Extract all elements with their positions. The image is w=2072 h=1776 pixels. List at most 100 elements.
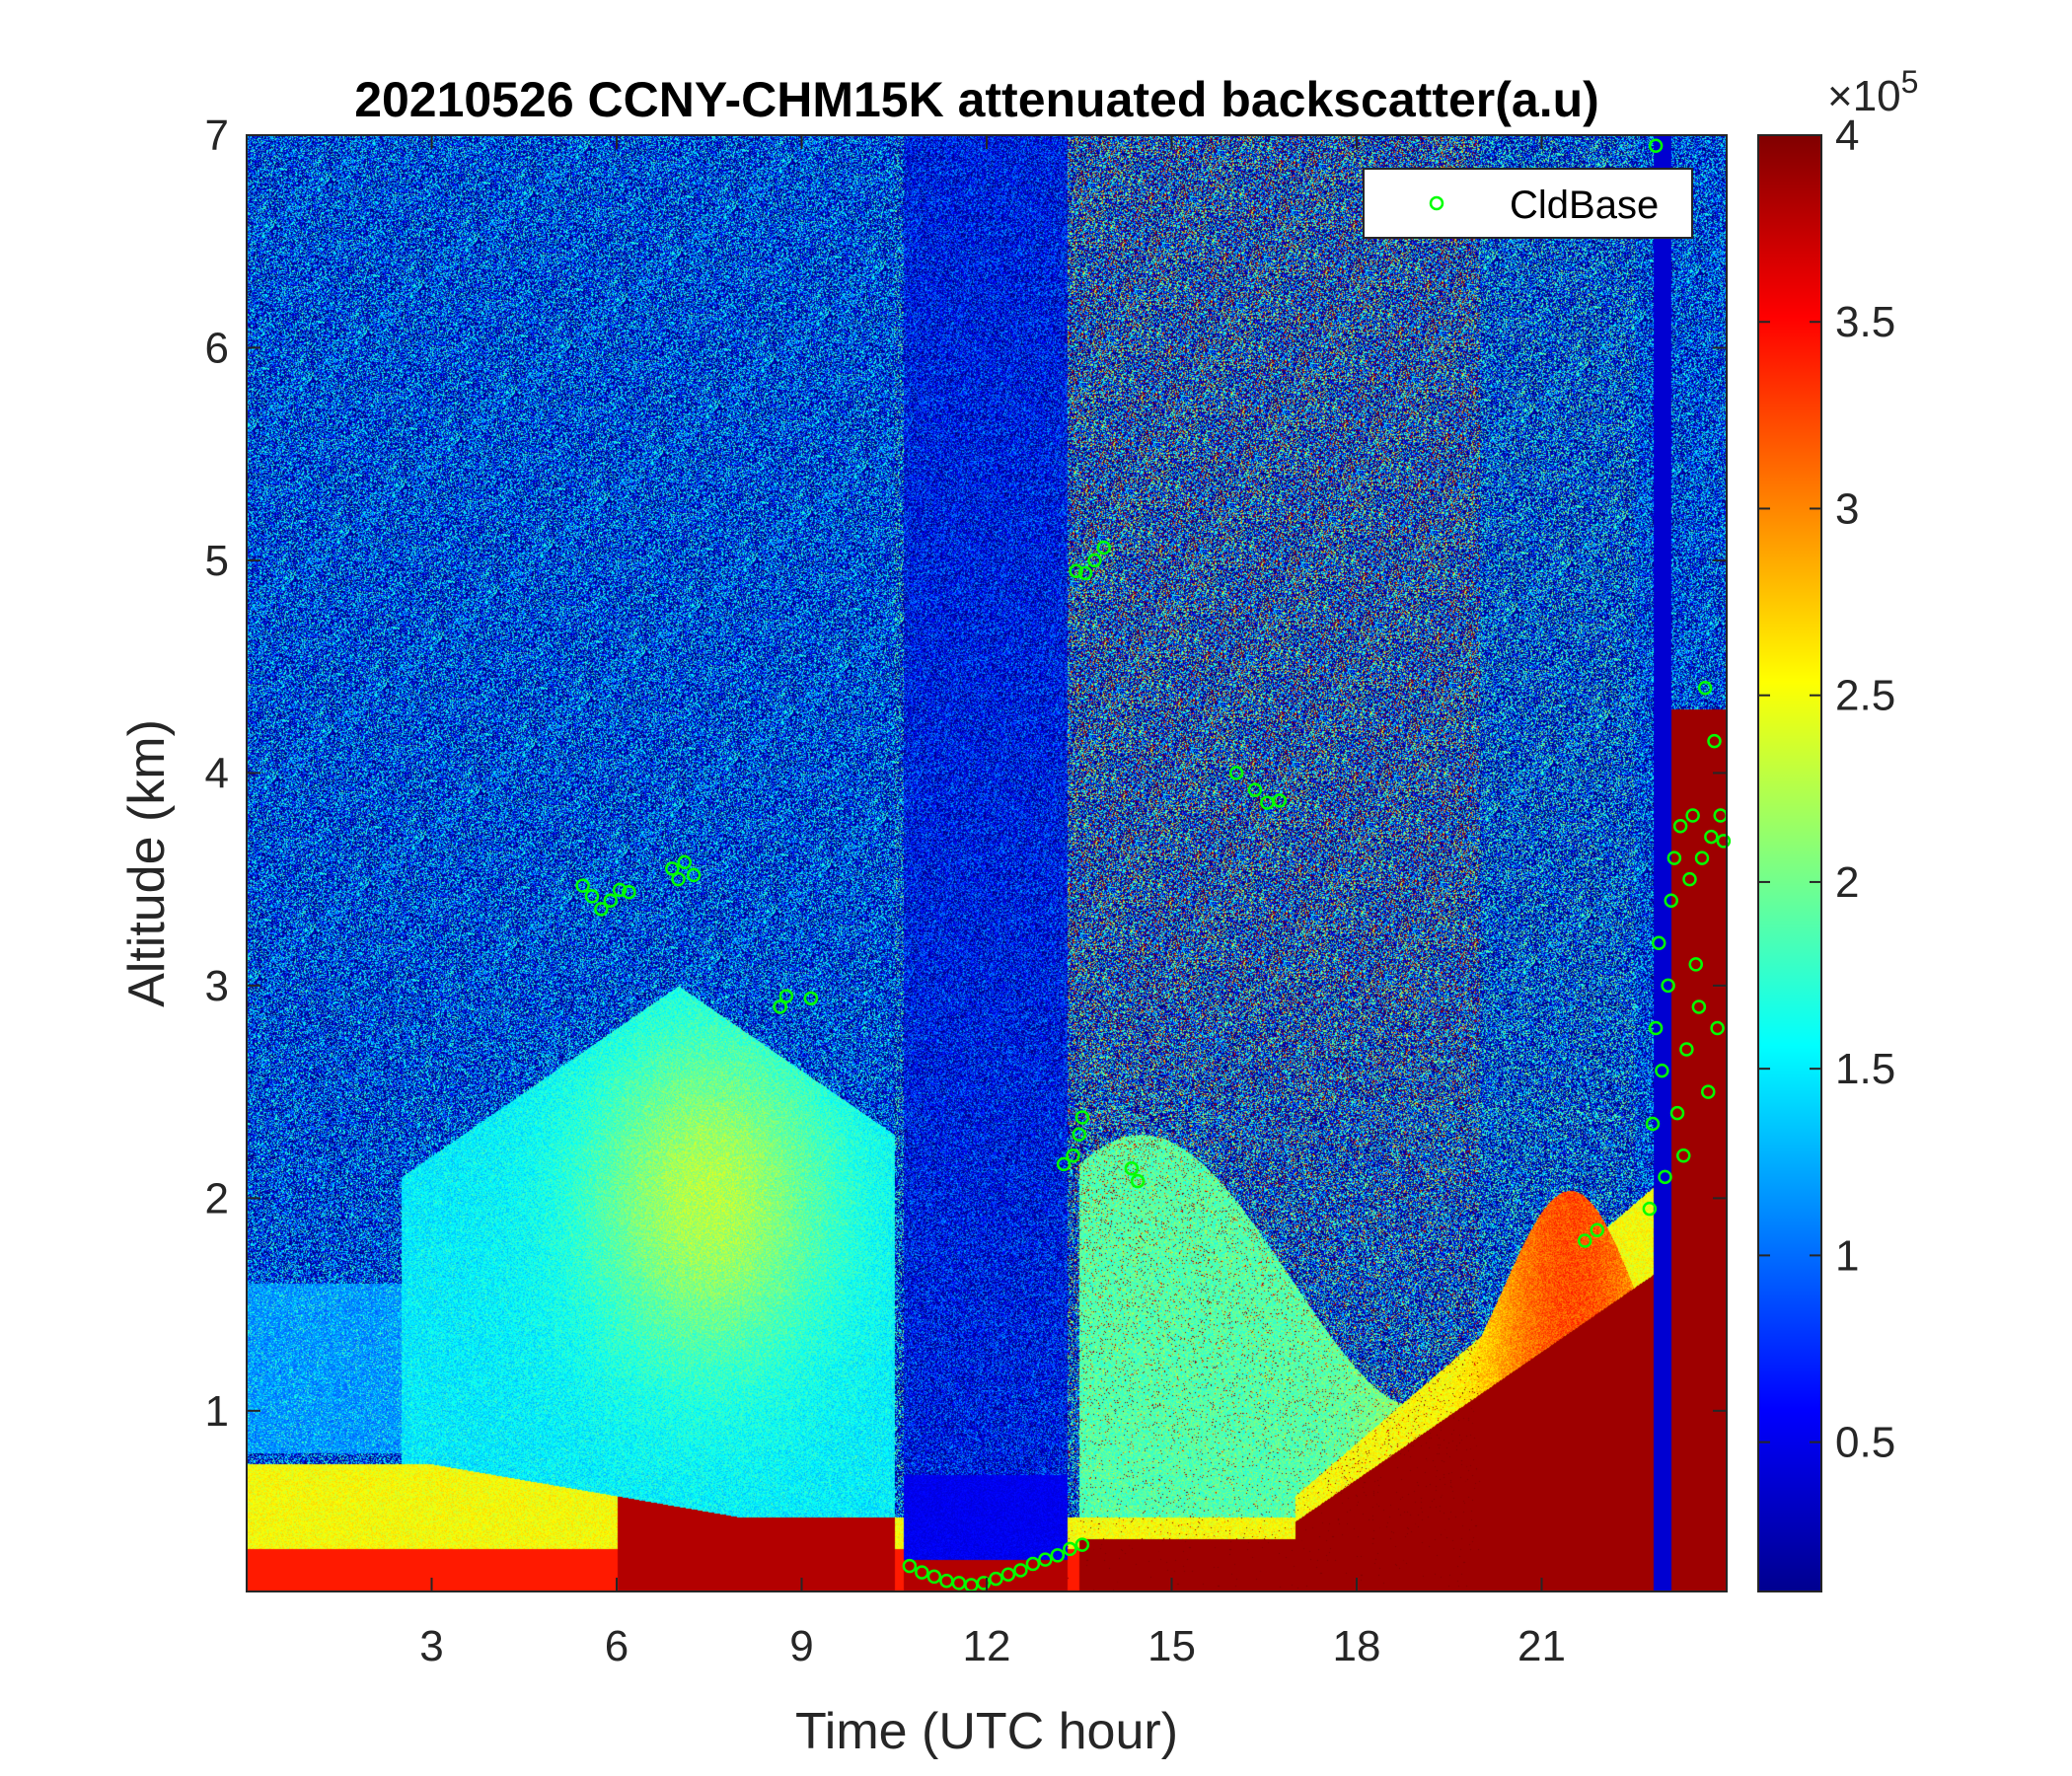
cloud-base-point xyxy=(1645,1116,1661,1132)
colorbar-tick-label: 0.5 xyxy=(1835,1419,1895,1467)
cloud-base-point xyxy=(1642,1201,1658,1217)
cloud-base-point xyxy=(603,893,618,908)
x-tick-label: 6 xyxy=(605,1622,629,1670)
cloud-base-point xyxy=(989,1571,1003,1587)
cloud-base-point xyxy=(622,884,636,900)
colorbar-multiplier-exponent: 5 xyxy=(1901,64,1919,100)
x-axis-label: Time (UTC hour) xyxy=(795,1703,1178,1760)
cloud-base-point xyxy=(1087,553,1102,568)
cloud-base-point xyxy=(665,861,680,876)
cloud-base-point xyxy=(612,882,628,898)
cloud-base-point xyxy=(686,867,702,883)
legend-box xyxy=(1363,168,1693,239)
cloud-base-point xyxy=(915,1565,929,1580)
cloud-base-point xyxy=(1652,935,1666,951)
cloud-base-point xyxy=(1077,565,1093,581)
cloud-base-point xyxy=(1056,1156,1072,1172)
cloud-base-point xyxy=(1697,680,1713,696)
y-axis: 1 2 3 4 5 6 7 xyxy=(205,111,1727,1436)
colorbar-multiplier-base: ×10 xyxy=(1827,72,1901,120)
cloud-base-point xyxy=(1069,563,1083,578)
colorbar xyxy=(1757,134,1822,1592)
x-tick-label: 15 xyxy=(1147,1622,1196,1670)
x-tick-label: 12 xyxy=(963,1622,1011,1670)
cloud-base-point xyxy=(671,871,686,887)
cloud-base-point xyxy=(1063,1541,1077,1557)
colorbar-tick-label: 4 xyxy=(1835,111,1859,160)
cloud-base-point xyxy=(1648,1020,1664,1036)
backscatter-heatmap xyxy=(247,135,1727,1591)
colorbar-tick-label: 1.5 xyxy=(1835,1045,1895,1093)
chart-title: 20210526 CCNY-CHM15K attenuated backscat… xyxy=(354,72,1599,127)
cloud-base-point xyxy=(1664,893,1678,908)
x-tick-label: 18 xyxy=(1333,1622,1381,1670)
cloud-base-point xyxy=(1247,782,1263,797)
cloud-base-point xyxy=(926,1569,942,1585)
x-axis: 3 6 9 12 15 18 21 xyxy=(419,135,1566,1670)
cloud-base-point xyxy=(1704,829,1719,845)
x-tick-label: 9 xyxy=(789,1622,813,1670)
y-tick-label: 2 xyxy=(205,1174,229,1222)
cloud-base-point xyxy=(1228,766,1244,780)
cloud-base-point xyxy=(584,889,600,904)
colorbar-tick-label: 3.5 xyxy=(1835,298,1895,346)
x-tick-label: 3 xyxy=(419,1622,443,1670)
cloud-base-markers xyxy=(575,138,1732,1592)
cloud-base-point xyxy=(1707,733,1722,749)
cloud-base-point xyxy=(1685,808,1700,823)
cloud-base-point xyxy=(1050,1548,1066,1563)
cloud-base-point xyxy=(1124,1160,1140,1176)
colorbar-tick-label: 1 xyxy=(1835,1231,1859,1280)
cloud-base-point xyxy=(1013,1563,1028,1578)
cloud-base-point xyxy=(773,999,787,1014)
cloud-base-point xyxy=(1066,1148,1080,1163)
cloud-base-point xyxy=(1130,1173,1146,1189)
colorbar-multiplier: ×105 xyxy=(1827,64,1918,120)
colorbar-ticks: 0.5 1 1.5 2 2.5 3 3.5 4 xyxy=(1758,111,1895,1467)
cloud-base-point xyxy=(1701,1084,1716,1099)
cloud-base-point xyxy=(902,1558,918,1574)
plot-area xyxy=(247,135,1727,1591)
cloud-base-point xyxy=(1038,1552,1053,1567)
cloud-base-point xyxy=(1655,1063,1669,1078)
colorbar-tick-label: 2.5 xyxy=(1835,672,1895,720)
cloud-base-point xyxy=(1691,999,1707,1014)
cloud-base-point xyxy=(1682,871,1697,887)
cloud-base-point xyxy=(1096,540,1111,555)
legend-marker-cldbase xyxy=(1429,195,1444,211)
cloud-base-point xyxy=(803,991,819,1006)
cloud-base-point xyxy=(1716,834,1732,849)
y-tick-label: 7 xyxy=(205,111,229,160)
cloud-base-point xyxy=(1661,978,1675,994)
legend: CldBase xyxy=(1363,168,1693,239)
cloud-base-point xyxy=(1578,1233,1592,1248)
cloud-base-point xyxy=(1000,1567,1016,1583)
cloud-base-point xyxy=(1669,1105,1685,1121)
cloud-base-point xyxy=(1072,1127,1086,1142)
cloud-base-point xyxy=(594,902,609,917)
y-tick-label: 6 xyxy=(205,324,229,372)
cloud-base-point xyxy=(575,878,590,893)
colorbar-tick-label: 3 xyxy=(1835,484,1859,533)
cloud-base-point xyxy=(1666,851,1682,865)
y-tick-label: 1 xyxy=(205,1387,229,1436)
cloud-base-point xyxy=(1679,1042,1694,1057)
legend-label-cldbase: CldBase xyxy=(1510,184,1659,227)
cloud-base-point xyxy=(677,854,692,870)
cloud-base-point xyxy=(1658,1169,1672,1185)
colorbar-tick-label: 2 xyxy=(1835,858,1859,907)
cloud-base-point xyxy=(1648,138,1664,154)
x-tick-label: 21 xyxy=(1517,1622,1566,1670)
cloud-base-point xyxy=(1272,793,1288,808)
cloud-base-point xyxy=(1688,957,1703,972)
y-axis-label: Altitude (km) xyxy=(118,719,176,1007)
cloud-base-point xyxy=(1074,1110,1090,1125)
cloud-base-point xyxy=(1694,851,1710,865)
cloud-base-point xyxy=(976,1576,992,1591)
cloud-base-point xyxy=(1710,1020,1725,1036)
y-tick-label: 3 xyxy=(205,962,229,1010)
cloud-base-point xyxy=(1025,1556,1041,1572)
y-tick-label: 5 xyxy=(205,537,229,585)
cloud-base-point xyxy=(1672,819,1688,834)
